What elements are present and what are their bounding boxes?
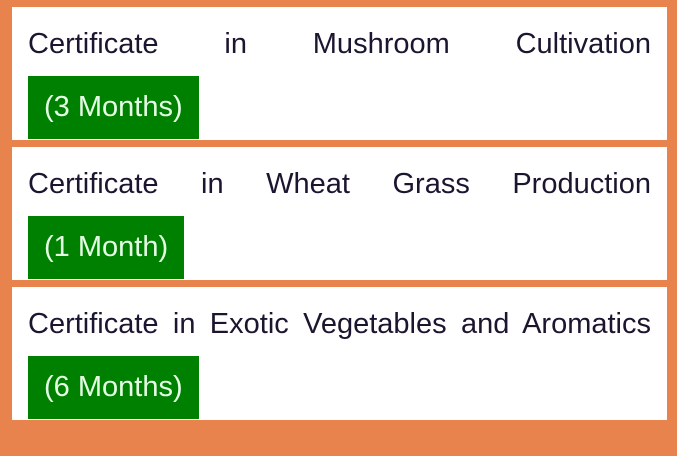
duration-badge: (1 Month) <box>28 215 185 279</box>
course-title: Certificate in Mushroom Cultivation <box>28 28 651 60</box>
course-item: Certificate in Exotic Vegetables and Aro… <box>12 287 667 420</box>
duration-badge: (6 Months) <box>28 355 199 419</box>
course-title: Certificate in Exotic Vegetables and Aro… <box>28 308 651 340</box>
course-item: Certificate in Mushroom Cultivation (3 M… <box>12 7 667 140</box>
duration-badge: (3 Months) <box>28 75 199 139</box>
course-item: Certificate in Wheat Grass Production (1… <box>12 147 667 280</box>
course-title: Certificate in Wheat Grass Production <box>28 168 651 200</box>
course-list: Certificate in Mushroom Cultivation (3 M… <box>12 7 667 427</box>
